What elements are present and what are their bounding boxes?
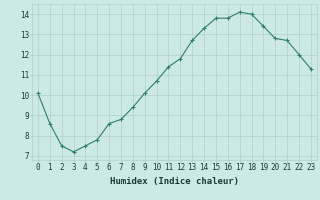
X-axis label: Humidex (Indice chaleur): Humidex (Indice chaleur) <box>110 177 239 186</box>
